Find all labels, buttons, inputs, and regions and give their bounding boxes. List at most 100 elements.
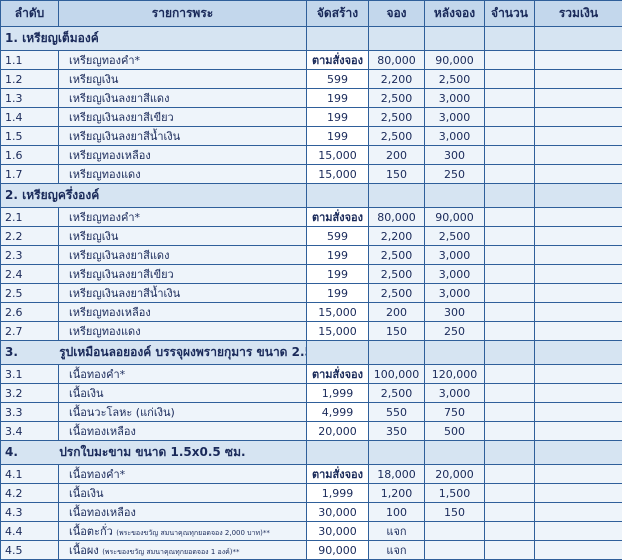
item-name: เนื้อทองเหลือง [59,422,307,441]
item-reserve: แจก [369,541,425,560]
column-header: ลำดับ [1,1,59,27]
item-reserve: 1,200 [369,484,425,503]
item-number: 4.4 [1,522,59,541]
total-cell [535,51,622,70]
item-after: 250 [425,165,485,184]
item-after [425,541,485,560]
section-title-cell: 4. ปรกใบมะขาม ขนาด 1.5x0.5 ซม. [1,441,307,465]
item-after: 500 [425,422,485,441]
item-reserve: 18,000 [369,465,425,484]
item-name: เนื้อทองคำ* [59,465,307,484]
section-row: 4. ปรกใบมะขาม ขนาด 1.5x0.5 ซม. [1,441,622,465]
item-after: 2,500 [425,70,485,89]
item-after: 3,000 [425,108,485,127]
quantity-cell [485,265,535,284]
item-number: 3.1 [1,365,59,384]
item-after: 3,000 [425,127,485,146]
quantity-cell [485,384,535,403]
item-reserve: 80,000 [369,208,425,227]
item-after: 1,500 [425,484,485,503]
item-reserve: 2,500 [369,284,425,303]
item-number: 1.4 [1,108,59,127]
item-made: 15,000 [307,146,369,165]
item-made: 599 [307,70,369,89]
item-name-text: เหรียญทองเหลือง [69,306,151,319]
section-title-cell: 2. เหรียญครึ่งองค์ [1,184,307,208]
total-cell [535,208,622,227]
quantity-cell [485,422,535,441]
item-after: 2,500 [425,227,485,246]
empty-cell [425,441,485,465]
item-name-text: เหรียญเงินลงยาสีน้ำเงิน [69,130,180,143]
section-number: 1. [5,31,18,45]
total-cell [535,465,622,484]
item-after: 3,000 [425,246,485,265]
item-name: เหรียญเงิน [59,227,307,246]
quantity-cell [485,70,535,89]
item-number: 3.3 [1,403,59,422]
item-name: เหรียญทองเหลือง [59,303,307,322]
column-header: จอง [369,1,425,27]
total-cell [535,127,622,146]
item-name-text: เนื้อทองคำ* [69,468,125,481]
item-made: 199 [307,89,369,108]
item-reserve: 2,500 [369,127,425,146]
item-reserve: 550 [369,403,425,422]
section-row: 2. เหรียญครึ่งองค์ [1,184,622,208]
total-cell [535,422,622,441]
item-reserve: 150 [369,165,425,184]
total-cell [535,108,622,127]
empty-cell [425,184,485,208]
item-after: 90,000 [425,51,485,70]
item-name-text: เหรียญเงินลงยาสีเขียว [69,268,174,281]
empty-cell [535,184,622,208]
item-made: ตามสั่งจอง [307,465,369,484]
item-reserve: 2,500 [369,246,425,265]
column-header: จัดสร้าง [307,1,369,27]
total-cell [535,165,622,184]
section-number: 3. [5,345,55,359]
quantity-cell [485,227,535,246]
item-after: 3,000 [425,89,485,108]
item-number: 4.3 [1,503,59,522]
total-cell [535,246,622,265]
item-after: 750 [425,403,485,422]
item-name: เหรียญทองแดง [59,165,307,184]
item-name: เหรียญเงินลงยาสีแดง [59,246,307,265]
empty-cell [535,441,622,465]
quantity-cell [485,465,535,484]
quantity-cell [485,322,535,341]
item-made: 20,000 [307,422,369,441]
item-made: 90,000 [307,541,369,560]
item-name-text: เนื้อนวะโลหะ (แก่เงิน) [69,406,175,419]
item-reserve: 100 [369,503,425,522]
item-made: 199 [307,265,369,284]
item-name-text: เหรียญทองเหลือง [69,149,151,162]
total-cell [535,365,622,384]
quantity-cell [485,365,535,384]
item-after [425,522,485,541]
item-made: 1,999 [307,384,369,403]
section-title-cell: 1. เหรียญเต็มองค์ [1,27,307,51]
item-reserve: 200 [369,146,425,165]
item-name-text: เหรียญเงินลงยาสีแดง [69,92,169,105]
item-name-text: เหรียญเงิน [69,73,118,86]
quantity-cell [485,127,535,146]
item-after: 3,000 [425,265,485,284]
total-cell [535,503,622,522]
